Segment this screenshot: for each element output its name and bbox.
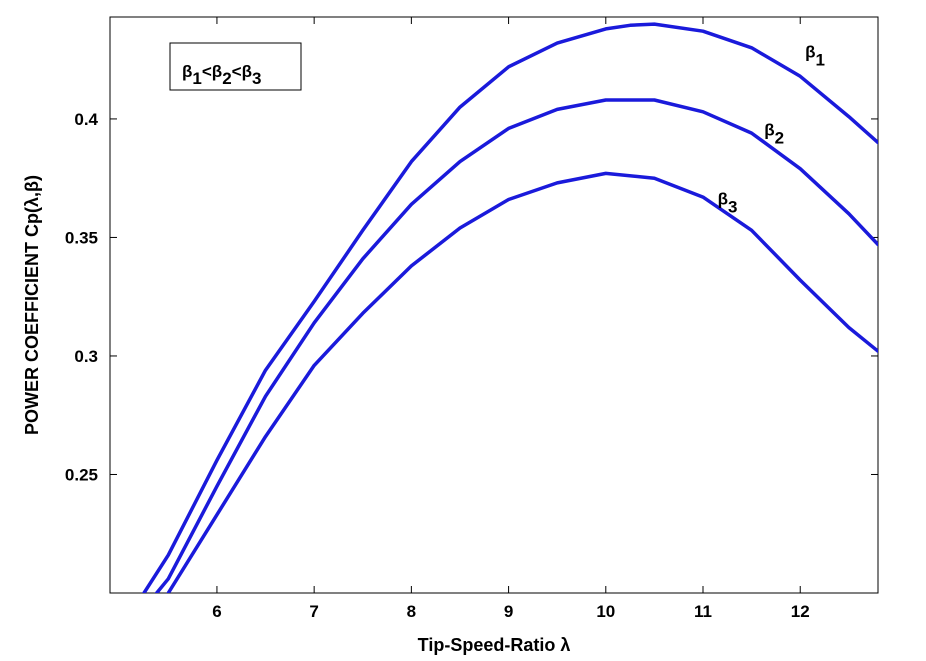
- series-line-1: [142, 22, 878, 593]
- series-labels: β1 β2 β3: [718, 42, 825, 216]
- x-tick-label: 7: [309, 602, 318, 621]
- y-tick-label: 0.3: [74, 347, 98, 366]
- legend-label: β1<β2<β3: [182, 62, 261, 88]
- y-tick-label: 0.4: [74, 110, 98, 129]
- series-line-3: [166, 171, 878, 593]
- x-axis-title: Tip-Speed-Ratio λ: [418, 635, 571, 655]
- series-label-1: β1: [805, 42, 825, 69]
- series-label-2: β2: [764, 121, 784, 148]
- series-line-2: [154, 98, 878, 593]
- y-axis-title: POWER COEFFICIENT Cp(λ,β): [22, 175, 42, 435]
- y-tick-label: 0.25: [65, 465, 98, 484]
- series-label-3: β3: [718, 189, 738, 216]
- y-tick-label: 0.35: [65, 228, 98, 247]
- x-tick-label: 11: [694, 602, 712, 621]
- x-tick-label: 9: [504, 602, 513, 621]
- x-tick-label: 6: [212, 602, 221, 621]
- plot-area: [109, 16, 879, 594]
- x-tick-label: 8: [407, 602, 416, 621]
- legend-box: β1<β2<β3: [169, 42, 302, 91]
- series-lines: [142, 22, 878, 593]
- legend-frame: [169, 42, 302, 91]
- axis-ticks: 6 7 8 9 10 11 12 0.25 0.3 0.35 0.4: [65, 17, 878, 621]
- x-tick-label: 12: [791, 602, 810, 621]
- x-tick-label: 10: [596, 602, 615, 621]
